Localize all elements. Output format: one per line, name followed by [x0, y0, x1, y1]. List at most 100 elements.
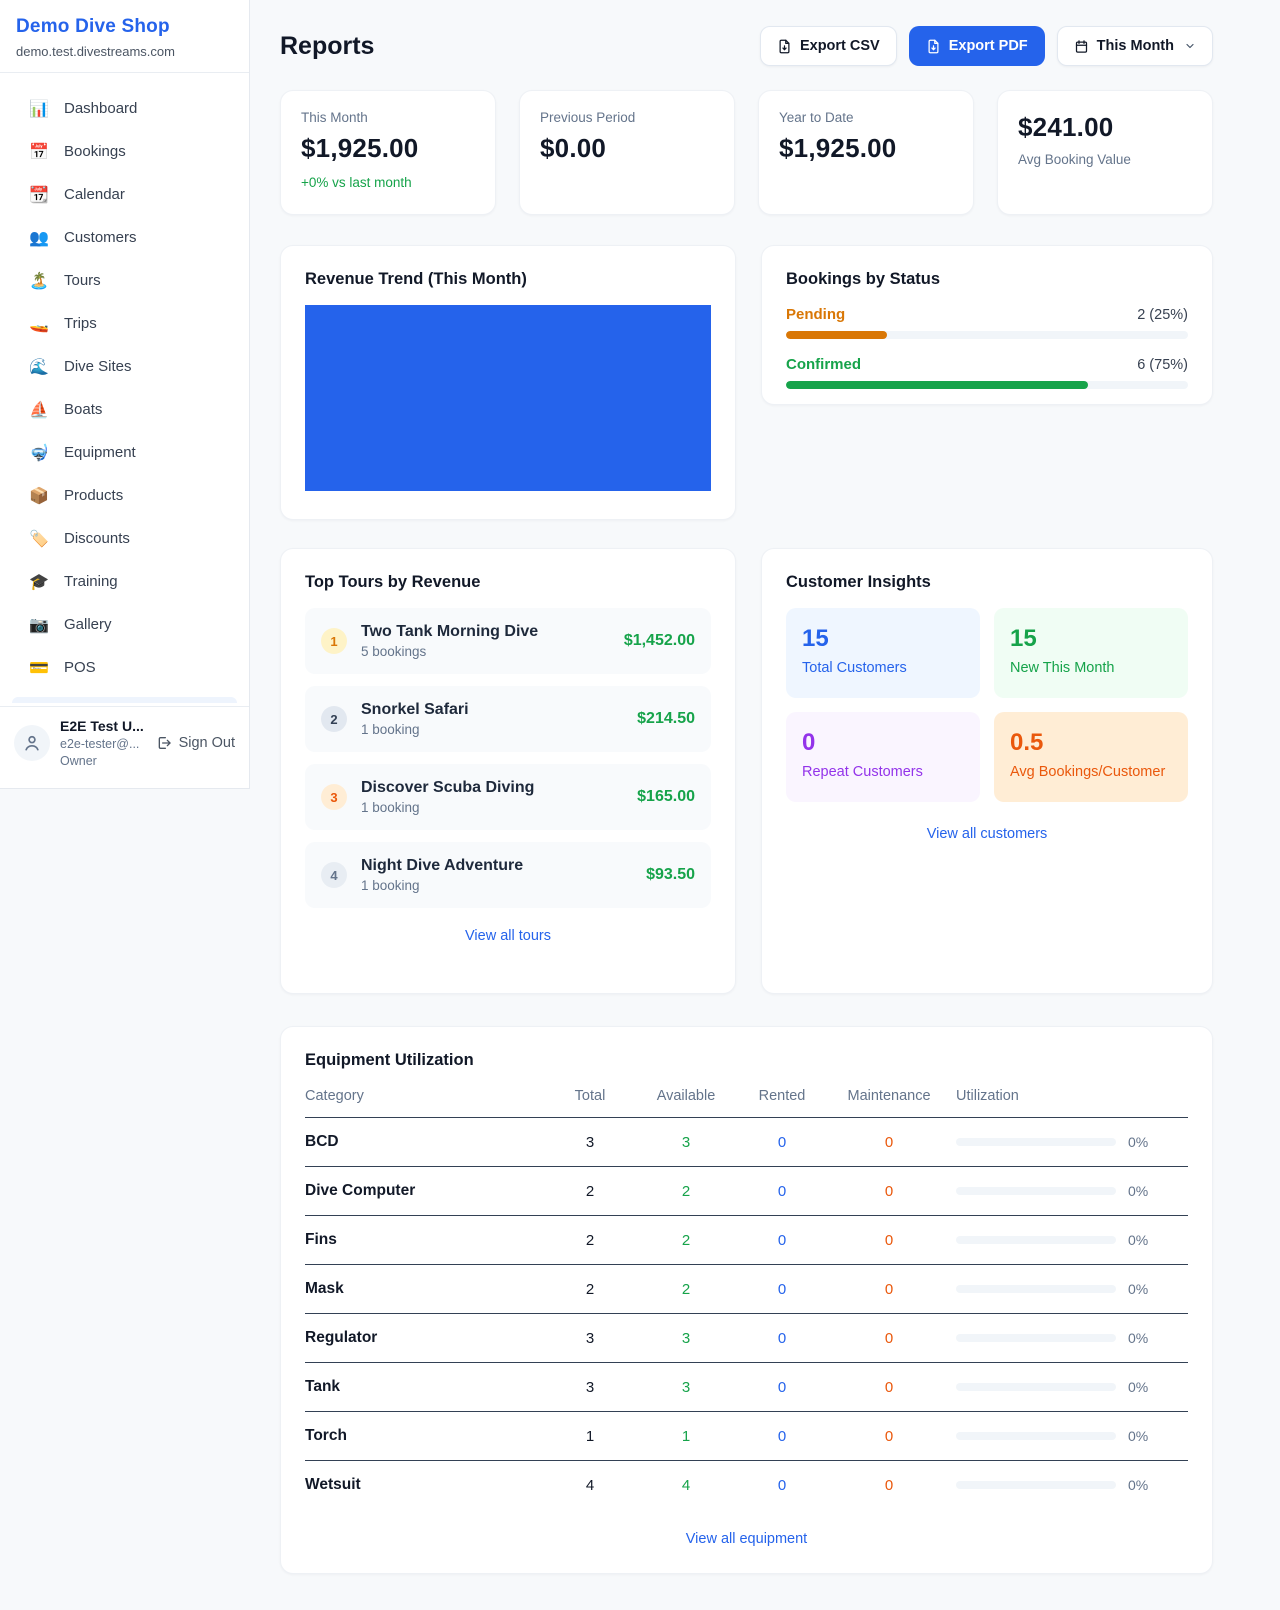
sidebar-item-customers[interactable]: 👥 Customers	[12, 216, 237, 259]
table-row: Mask 2 2 0 0 0%	[305, 1264, 1188, 1314]
view-all-tours-link[interactable]: View all tours	[465, 928, 551, 944]
camera-icon: 📷	[29, 616, 49, 634]
sidebar-item-trips[interactable]: 🚤 Trips	[12, 302, 237, 345]
sidebar-item-boats[interactable]: ⛵ Boats	[12, 388, 237, 431]
insight-label: Repeat Customers	[802, 764, 923, 780]
stat-card-this-month: This Month $1,925.00 +0% vs last month	[280, 90, 496, 215]
table-row: Fins 2 2 0 0 0%	[305, 1215, 1188, 1265]
sign-out-button[interactable]: Sign Out	[156, 735, 235, 751]
status-row-confirmed: Confirmed 6 (75%)	[786, 356, 1188, 389]
sidebar-item-label: Bookings	[64, 143, 126, 160]
tour-row: 4 Night Dive Adventure 1 booking $93.50	[305, 842, 711, 908]
utilization-percent: 0%	[1128, 1232, 1149, 1248]
sailboat-icon: ⛵	[29, 401, 49, 419]
file-download-icon	[928, 39, 939, 53]
period-dropdown[interactable]: This Month	[1056, 26, 1213, 66]
utilization-bar	[956, 1236, 1116, 1244]
tour-row: 1 Two Tank Morning Dive 5 bookings $1,452…	[305, 608, 711, 674]
stat-label: This Month	[301, 110, 368, 125]
calendar-icon: 📆	[29, 186, 49, 204]
sidebar-item-dashboard[interactable]: 📊 Dashboard	[12, 87, 237, 130]
table-row: Regulator 3 3 0 0 0%	[305, 1313, 1188, 1363]
export-pdf-button[interactable]: Export PDF	[908, 26, 1045, 66]
insight-label: New This Month	[1010, 660, 1115, 676]
tour-bookings: 5 bookings	[361, 644, 427, 659]
utilization-bar	[956, 1383, 1116, 1391]
utilization-percent: 0%	[1128, 1428, 1149, 1444]
sidebar-item-label: Tours	[64, 272, 101, 289]
main-content: Reports Export CSV Export PDF This Month…	[250, 0, 1280, 1574]
equipment-table: Category Total Available Rented Maintena…	[305, 1088, 1188, 1509]
sidebar-item-dive-sites[interactable]: 🌊 Dive Sites	[12, 345, 237, 388]
sidebar-item-reports-partial[interactable]	[12, 697, 237, 703]
stat-value: $1,925.00	[301, 133, 419, 163]
utilization-bar	[956, 1138, 1116, 1146]
utilization-percent: 0%	[1128, 1330, 1149, 1346]
island-icon: 🏝️	[29, 272, 49, 290]
insight-tile-repeat-customers: 0 Repeat Customers	[786, 712, 980, 802]
sidebar-nav: 📊 Dashboard 📅 Bookings 📆 Calendar 👥 Customer…	[0, 73, 249, 689]
dashboard-icon: 📊	[29, 100, 49, 118]
stat-label: Previous Period	[540, 110, 636, 125]
user-email: e2e-tester@...	[60, 736, 140, 751]
sidebar: Demo Dive Shop demo.test.divestreams.com…	[0, 0, 250, 789]
user-panel: E2E Test U... e2e-tester@... Owner Sign …	[0, 706, 249, 782]
avatar	[14, 725, 50, 762]
sidebar-item-label: Trips	[64, 315, 97, 332]
people-icon: 👥	[29, 229, 49, 247]
table-row: Tank 3 3 0 0 0%	[305, 1362, 1188, 1412]
bookings-by-status-title: Bookings by Status	[786, 270, 941, 288]
status-count: 6 (75%)	[1137, 356, 1188, 373]
tour-name: Snorkel Safari	[361, 701, 469, 718]
stat-value: $1,925.00	[779, 133, 897, 163]
revenue-trend-card: Revenue Trend (This Month)	[280, 245, 736, 520]
tour-revenue: $165.00	[637, 788, 695, 805]
sidebar-item-label: Calendar	[64, 186, 125, 203]
sidebar-item-calendar[interactable]: 📆 Calendar	[12, 173, 237, 216]
sidebar-item-equipment[interactable]: 🤿 Equipment	[12, 431, 237, 474]
column-rented: Rented	[734, 1088, 830, 1118]
insight-tile-avg-bookings: 0.5 Avg Bookings/Customer	[994, 712, 1188, 802]
column-available: Available	[638, 1088, 734, 1118]
sidebar-item-gallery[interactable]: 📷 Gallery	[12, 603, 237, 646]
stat-label: Year to Date	[779, 110, 854, 125]
sidebar-item-discounts[interactable]: 🏷️ Discounts	[12, 517, 237, 560]
stat-value: $0.00	[540, 133, 607, 163]
export-csv-button[interactable]: Export CSV	[759, 26, 897, 66]
page-title: Reports	[280, 31, 375, 60]
top-tours-card: Top Tours by Revenue 1 Two Tank Morning …	[280, 548, 736, 994]
calendar-date-icon: 📅	[29, 143, 49, 161]
utilization-percent: 0%	[1128, 1379, 1149, 1395]
tour-bookings: 1 booking	[361, 800, 420, 815]
insight-label: Total Customers	[802, 660, 907, 676]
sidebar-item-tours[interactable]: 🏝️ Tours	[12, 259, 237, 302]
tour-revenue: $1,452.00	[623, 632, 695, 649]
view-all-customers-link[interactable]: View all customers	[926, 826, 1048, 842]
utilization-bar	[956, 1334, 1116, 1342]
sidebar-item-label: Dive Sites	[64, 358, 132, 375]
utilization-percent: 0%	[1128, 1134, 1149, 1150]
stat-card-previous-period: Previous Period $0.00	[519, 90, 735, 215]
sidebar-item-training[interactable]: 🎓 Training	[12, 560, 237, 603]
confirmed-progress-bar	[786, 381, 1188, 389]
column-total: Total	[542, 1088, 638, 1118]
tour-bookings: 1 booking	[361, 878, 420, 893]
sidebar-item-products[interactable]: 📦 Products	[12, 474, 237, 517]
chevron-down-icon	[1186, 43, 1194, 49]
sidebar-item-pos[interactable]: 💳 POS	[12, 646, 237, 689]
speedboat-icon: 🚤	[29, 315, 49, 333]
insight-tile-total-customers: 15 Total Customers	[786, 608, 980, 698]
stat-cards: This Month $1,925.00 +0% vs last month P…	[280, 90, 1213, 215]
sidebar-item-bookings[interactable]: 📅 Bookings	[12, 130, 237, 173]
utilization-bar	[956, 1432, 1116, 1440]
column-category: Category	[305, 1088, 542, 1118]
rank-badge: 1	[321, 628, 347, 654]
insight-value: 0.5	[1010, 729, 1044, 756]
sidebar-item-label: Boats	[64, 401, 103, 418]
stat-card-avg-booking-value: $241.00 Avg Booking Value	[997, 90, 1213, 215]
tour-name: Discover Scuba Diving	[361, 779, 535, 796]
person-icon	[25, 736, 39, 751]
status-count: 2 (25%)	[1137, 306, 1188, 323]
view-all-equipment-link[interactable]: View all equipment	[685, 1531, 808, 1547]
table-row: Torch 1 1 0 0 0%	[305, 1411, 1188, 1461]
